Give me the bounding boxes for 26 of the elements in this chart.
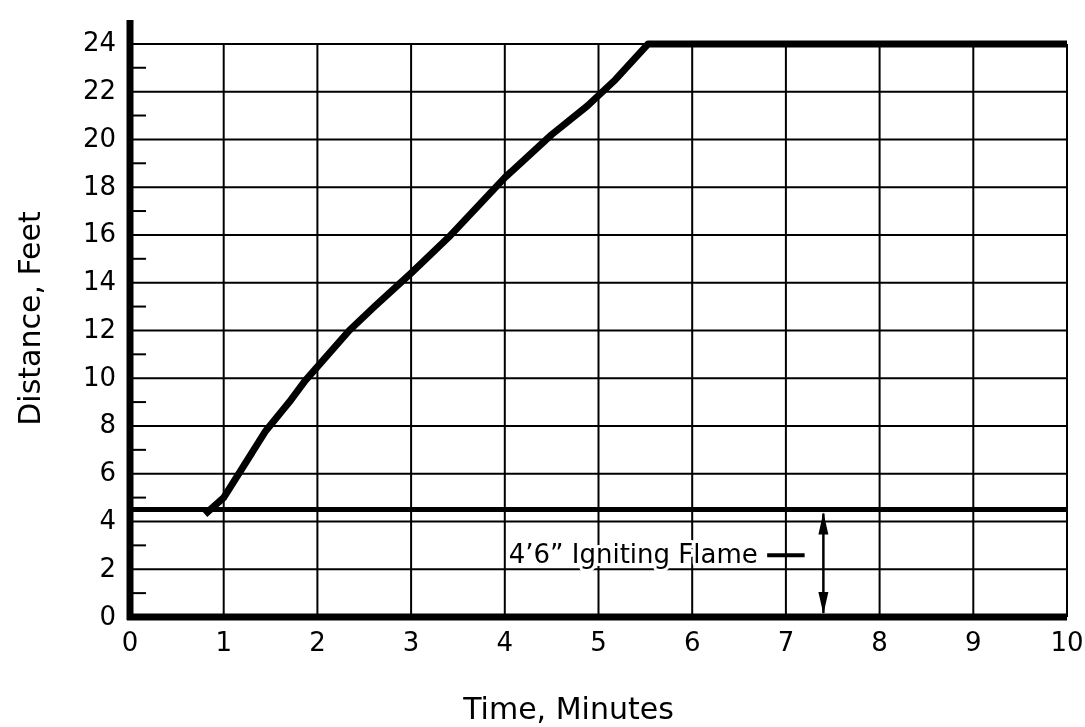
y-tick-label: 0 [99, 600, 116, 631]
y-tick-label: 6 [99, 457, 116, 488]
x-tick-label: 5 [590, 627, 607, 657]
x-tick-label: 6 [683, 627, 701, 657]
x-tick-label: 4 [496, 627, 514, 657]
y-tick-label: 4 [99, 504, 116, 535]
y-tick-label: 24 [82, 27, 116, 58]
y-tick-label: 20 [82, 122, 116, 153]
x-tick-label: 10 [1050, 627, 1084, 657]
x-tick-label: 2 [309, 627, 326, 657]
x-tick-label: 1 [215, 627, 232, 657]
y-tick-label: 14 [82, 266, 116, 297]
y-axis-title: Distance, Feet [12, 211, 47, 426]
y-tick-label: 8 [99, 409, 116, 440]
x-tick-label: 0 [121, 627, 139, 657]
x-tick-label: 7 [777, 627, 795, 657]
y-tick-label: 10 [82, 361, 116, 392]
y-tick-label: 18 [82, 170, 116, 201]
y-tick-label: 16 [82, 218, 116, 249]
y-tick-label: 2 [99, 552, 116, 583]
x-tick-label: 8 [871, 627, 888, 657]
x-tick-label: 3 [402, 627, 420, 657]
y-tick-label: 22 [82, 75, 116, 106]
y-tick-label: 12 [82, 313, 116, 344]
x-tick-label: 9 [965, 627, 982, 657]
x-axis-title: Time, Minutes [462, 691, 674, 726]
